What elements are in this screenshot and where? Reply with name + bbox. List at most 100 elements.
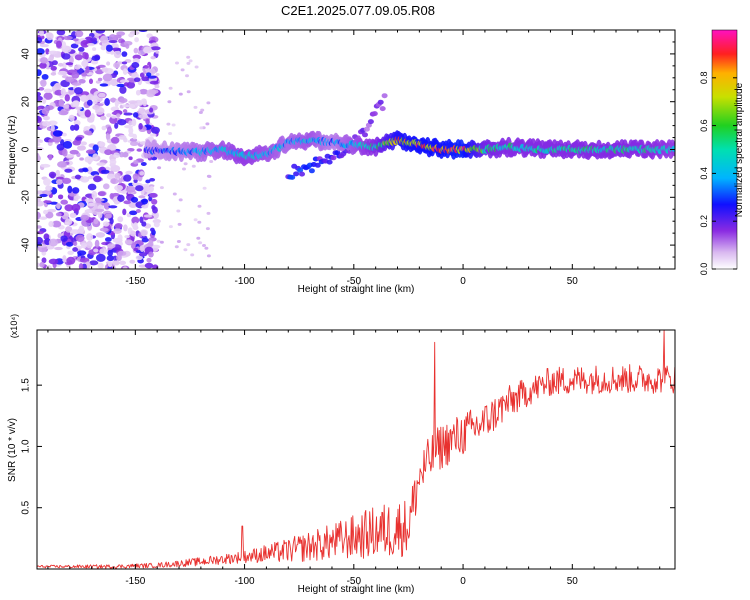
snr-frame [36, 329, 676, 570]
spectrogram-cell [82, 51, 87, 59]
spectrogram-cell [95, 30, 106, 34]
colorbar-tick-label: 0.0 [699, 263, 709, 276]
spectrogram-cell [39, 62, 47, 69]
spectrogram-cell [289, 174, 296, 180]
spectrogram-cell [116, 113, 121, 118]
spectrogram-cell [43, 178, 51, 186]
spectrogram-cell [100, 35, 109, 44]
spectrogram-cell [127, 148, 135, 152]
spectrogram-cell [72, 140, 82, 146]
spectrogram-cell [121, 104, 131, 108]
spectrogram-cell [55, 212, 62, 217]
spectrogram-cell [139, 72, 145, 78]
spectrogram-cell [138, 195, 146, 199]
spectrogram-cell [151, 198, 158, 205]
spectrogram-cell [37, 138, 42, 143]
spectrogram-cell [67, 185, 73, 194]
spectrogram-cell [149, 80, 159, 85]
spectrogram-cell [96, 162, 106, 166]
spectrogram-cell [40, 79, 47, 87]
spectrogram-cell [91, 190, 98, 199]
spectrogram-cell [151, 205, 156, 210]
spectrogram-cell [119, 97, 128, 104]
spectrogram-cell [133, 222, 138, 229]
spectrogram-cell [85, 209, 92, 213]
spectrogram-cell [134, 37, 139, 43]
spectrogram-cell [62, 148, 68, 157]
spectrogram-cell [61, 177, 72, 185]
spectrogram-cell [65, 241, 74, 247]
spectrogram-cell [107, 249, 113, 257]
snr-xtick-label: -150 [125, 576, 145, 587]
spectrogram-cell [38, 86, 45, 91]
spectrogram-cell [74, 64, 81, 70]
spectrogram-cell [128, 126, 134, 135]
spectrogram-cell [42, 115, 51, 121]
spectrogram-cell [150, 227, 155, 232]
snr-line [37, 330, 675, 569]
spectrogram-cell [71, 71, 80, 79]
spectrogram-cell [177, 222, 182, 226]
spectrogram-panel: -150 -100 -50 0 50 -40 -20 0 20 40 Height of stra… [7, 29, 676, 295]
spectrogram-cell [114, 122, 119, 129]
snr-xtick-label: -50 [347, 576, 362, 587]
spectrogram-cell [112, 260, 120, 266]
spectrogram-cell [41, 97, 47, 104]
spectrogram-cell [37, 153, 40, 162]
spectrogram-cell [136, 148, 143, 152]
spectrogram-cell [92, 153, 99, 161]
spectrogram-cell [92, 104, 100, 110]
spectrogram-cell [39, 261, 45, 268]
spectrogram-cell [104, 98, 110, 106]
spectrogram-cell [56, 143, 65, 151]
spectrogram-cell [138, 114, 148, 120]
spectrogram-cell [43, 92, 53, 100]
spectrogram-cell [168, 132, 173, 135]
spectrogram-cell [62, 255, 67, 263]
spectrogram-cell [90, 37, 97, 42]
spectrogram-cell [66, 256, 76, 265]
spectrogram-cell [186, 55, 191, 59]
snr-xtick-label: 50 [567, 576, 579, 587]
spectrogram-cell [123, 174, 132, 182]
spectrogram-cell [99, 248, 108, 255]
spectrogram-cell [39, 193, 48, 198]
colorbar-tick-label: 0.2 [699, 215, 709, 228]
spectrogram-xtick-label: 50 [567, 276, 579, 287]
spectrogram-cell [180, 68, 185, 72]
spectrogram-cell [37, 106, 42, 111]
spectrogram-cell [149, 185, 155, 193]
spectrogram-cell [297, 167, 304, 173]
spectrogram-cell [78, 78, 86, 84]
spectrogram-cell [194, 65, 199, 69]
spectrogram-cell [124, 239, 133, 245]
spectrogram-cell [149, 107, 154, 113]
spectrogram-cell [122, 266, 128, 269]
spectrogram-cell [188, 59, 193, 63]
spectrogram-cell [72, 247, 78, 252]
spectrogram-cell [202, 244, 206, 247]
spectrogram-cell [73, 241, 78, 247]
spectrogram-cell [72, 100, 80, 107]
spectrogram-cell [106, 126, 112, 135]
spectrogram-cell [171, 123, 176, 127]
spectrogram-cell [176, 240, 181, 243]
spectrogram-cell [138, 122, 143, 130]
spectrogram-cell [141, 221, 147, 227]
spectrogram-cell [128, 33, 135, 38]
spectrogram-cell [123, 112, 133, 116]
spectrogram-cell [81, 72, 88, 77]
spectrogram-cell [37, 69, 42, 77]
spectrogram-cell [78, 225, 85, 234]
spectrogram-xlabel: Height of straight line (km) [298, 284, 415, 295]
spectrogram-cell [93, 175, 102, 183]
spectrogram-cell [39, 30, 44, 37]
spectrogram-cell [124, 234, 130, 239]
spectrogram-cell [101, 125, 107, 131]
spectrogram-cell [111, 115, 117, 119]
spectrogram-cell [61, 41, 67, 50]
colorbar: 0.0 0.2 0.4 0.6 0.8 Normalized spectral ampl… [699, 29, 745, 276]
spectrogram-cell [65, 76, 75, 83]
spectrogram-cell [75, 234, 85, 242]
spectrogram-cell [98, 92, 106, 98]
